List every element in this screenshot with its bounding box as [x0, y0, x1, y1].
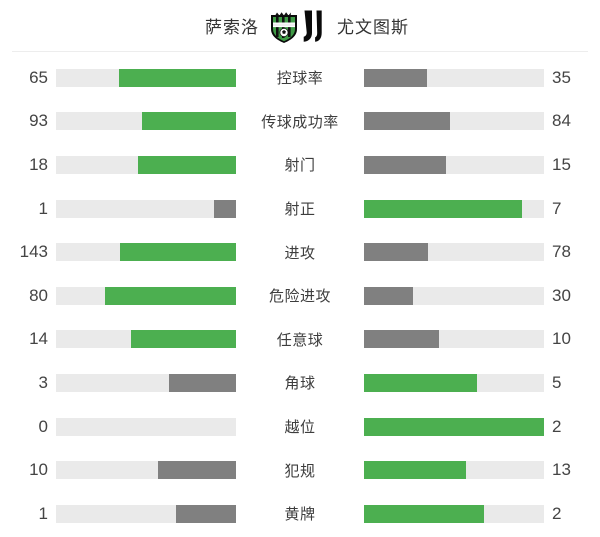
teams-header: 萨索洛 尤文图斯 — [0, 0, 600, 51]
away-value: 2 — [552, 416, 562, 436]
home-bar-fill — [176, 504, 236, 523]
home-bar-fill — [119, 68, 236, 87]
home-bar-track — [56, 373, 236, 392]
stat-row: 65 控球率 35 — [0, 56, 600, 100]
away-team: 尤文图斯 — [300, 9, 550, 43]
away-value: 30 — [552, 285, 571, 305]
home-bar-track — [56, 504, 236, 523]
stat-row: 1 黄牌 2 — [0, 492, 600, 536]
away-value: 10 — [552, 329, 571, 349]
away-bar-fill — [364, 417, 544, 436]
home-bar-track — [56, 461, 236, 480]
away-bar-fill — [364, 199, 522, 218]
away-bar-track — [364, 155, 544, 174]
stat-label: 射正 — [284, 201, 316, 219]
away-bar-track — [364, 68, 544, 87]
away-bar-track — [364, 112, 544, 131]
away-value: 35 — [552, 67, 571, 87]
home-value: 3 — [38, 372, 48, 392]
home-bar-fill — [131, 330, 236, 349]
away-bar-fill — [364, 373, 477, 392]
stat-row: 14 任意球 10 — [0, 318, 600, 362]
stat-row: 1 射正 7 — [0, 187, 600, 231]
stat-row: 3 角球 5 — [0, 361, 600, 405]
away-value: 2 — [552, 503, 562, 523]
header-divider — [12, 51, 588, 52]
stat-label: 任意球 — [276, 331, 324, 349]
away-bar-track — [364, 199, 544, 218]
home-bar-track — [56, 243, 236, 262]
away-bar-track — [364, 243, 544, 262]
sassuolo-crest-icon — [271, 11, 297, 43]
home-value: 0 — [38, 416, 48, 436]
away-bar-fill — [364, 243, 428, 262]
away-bar-track — [364, 330, 544, 349]
stat-label: 越位 — [284, 419, 316, 437]
home-bar-fill — [157, 461, 236, 480]
home-value: 1 — [38, 503, 48, 523]
away-bar-track — [364, 286, 544, 305]
home-bar-track — [56, 155, 236, 174]
away-bar-fill — [364, 112, 450, 131]
away-bar-fill — [364, 68, 427, 87]
away-value: 78 — [552, 242, 571, 262]
stat-row: 18 射门 15 — [0, 143, 600, 187]
away-bar-fill — [364, 461, 466, 480]
away-bar-fill — [364, 155, 446, 174]
away-bar-track — [364, 373, 544, 392]
stat-label: 进攻 — [284, 244, 316, 262]
home-value: 93 — [29, 111, 48, 131]
home-bar-track — [56, 68, 236, 87]
stat-row: 80 危险进攻 30 — [0, 274, 600, 318]
home-bar-fill — [137, 155, 236, 174]
home-value: 80 — [29, 285, 48, 305]
home-value: 1 — [38, 198, 48, 218]
home-value: 143 — [19, 242, 48, 262]
home-bar-track — [56, 199, 236, 218]
home-bar-track — [56, 112, 236, 131]
away-value: 13 — [552, 460, 571, 480]
home-bar-track — [56, 417, 236, 436]
stat-label: 黄牌 — [284, 506, 316, 524]
stat-label: 控球率 — [276, 70, 324, 88]
away-bar-fill — [364, 330, 440, 349]
home-value: 18 — [29, 154, 48, 174]
home-bar-track — [56, 330, 236, 349]
stat-row: 0 越位 2 — [0, 405, 600, 449]
away-bar-fill — [364, 504, 485, 523]
away-bar-fill — [364, 286, 414, 305]
away-bar-track — [364, 461, 544, 480]
home-bar-fill — [168, 373, 236, 392]
stat-label: 角球 — [284, 375, 316, 393]
juventus-j-logo-icon — [303, 10, 322, 42]
home-bar-fill — [213, 199, 236, 218]
home-team-name: 萨索洛 — [205, 18, 259, 37]
away-value: 5 — [552, 372, 562, 392]
home-bar-fill — [119, 243, 236, 262]
stats-rows: 65 控球率 35 93 传球成功率 84 18 射门 15 1 射正 7 143 进攻 78 80 危险进攻 3… — [0, 56, 600, 536]
stat-label: 射门 — [284, 157, 316, 175]
stat-row: 93 传球成功率 84 — [0, 100, 600, 144]
away-team-name: 尤文图斯 — [337, 18, 409, 37]
stat-row: 10 犯规 13 — [0, 448, 600, 492]
away-value: 84 — [552, 111, 571, 131]
home-bar-fill — [105, 286, 236, 305]
home-bar-fill — [141, 112, 236, 131]
stat-label: 危险进攻 — [268, 288, 331, 306]
home-team: 萨索洛 — [50, 9, 300, 43]
stat-label: 传球成功率 — [261, 113, 339, 131]
home-value: 65 — [29, 67, 48, 87]
stat-label: 犯规 — [284, 462, 316, 480]
home-value: 14 — [29, 329, 48, 349]
away-bar-track — [364, 504, 544, 523]
home-value: 10 — [29, 460, 48, 480]
away-bar-track — [364, 417, 544, 436]
home-bar-track — [56, 286, 236, 305]
away-value: 7 — [552, 198, 562, 218]
away-value: 15 — [552, 154, 571, 174]
stat-row: 143 进攻 78 — [0, 230, 600, 274]
